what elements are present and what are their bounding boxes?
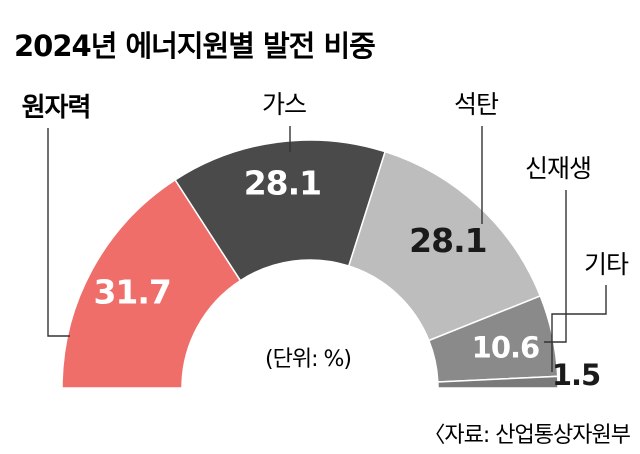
category-label-2: 석탄 xyxy=(454,90,499,119)
leader-lines xyxy=(47,126,607,372)
value-label-0: 31.7 xyxy=(93,272,170,311)
value-label-3: 10.6 xyxy=(472,331,540,365)
source-label: 〈자료: 산업통상자원부 xyxy=(423,423,630,448)
leader-line-4 xyxy=(551,285,607,372)
chart-title: 2024년 에너지원별 발전 비중 xyxy=(14,29,375,63)
value-label-2: 28.1 xyxy=(409,221,486,260)
category-label-1: 가스 xyxy=(262,90,306,119)
slice-2 xyxy=(347,150,542,342)
slice-1 xyxy=(174,139,387,282)
slice-4 xyxy=(437,375,559,389)
category-label-0: 원자력 xyxy=(22,93,91,123)
value-labels: 31.7 28.1 28.1 10.6 1.5 xyxy=(93,164,601,392)
value-label-4: 1.5 xyxy=(552,358,600,392)
value-label-1: 28.1 xyxy=(244,164,321,203)
category-label-4: 기타 xyxy=(584,250,629,279)
leader-line-0 xyxy=(47,128,70,337)
slice-0 xyxy=(61,178,242,389)
slices-group xyxy=(61,139,559,389)
category-label-3: 신재생 xyxy=(525,154,591,183)
unit-label: (단위: %) xyxy=(265,347,351,372)
